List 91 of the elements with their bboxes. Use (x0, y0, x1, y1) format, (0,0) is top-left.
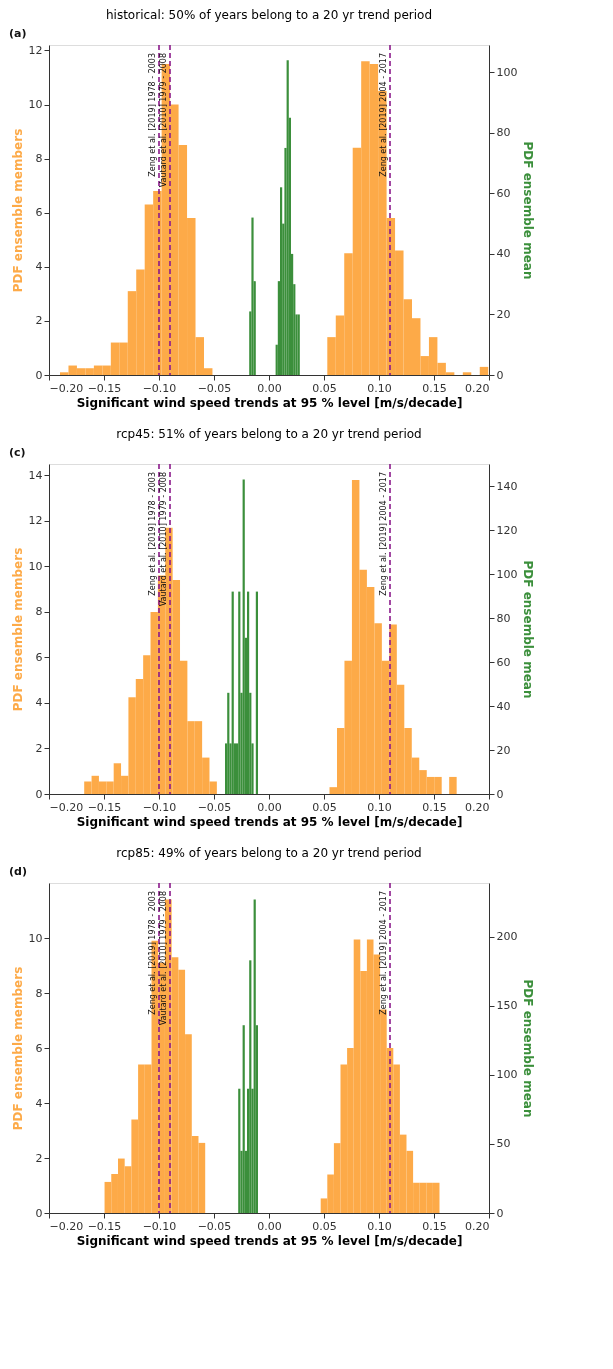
y-tick-label: 6 (35, 1041, 43, 1055)
x-tick-label: 0.20 (465, 800, 490, 814)
y2-tick-label: 200 (496, 930, 518, 944)
x-tick-label: −0.15 (87, 1219, 122, 1233)
text: (a) (9, 27, 27, 40)
x-tick-label: 0.05 (312, 381, 337, 395)
x-tick-label: 0.20 (465, 381, 490, 395)
y-axis-title: PDF ensemble members (10, 128, 25, 293)
x-tick-label: −0.05 (197, 381, 232, 395)
y2-tick-label: 40 (496, 699, 511, 713)
y-axis-title: PDF ensemble members (10, 547, 25, 712)
x-axis-title: Significant wind speed trends at 95 % level [m/s/decade] (76, 395, 463, 410)
ref-line-label: Vautard et al. [2010] 1979 - 2008 (159, 891, 168, 1026)
text: (c) (9, 446, 26, 459)
x-tick-label: 0.00 (257, 1219, 282, 1233)
y2-axis-title: PDF ensemble mean (521, 141, 536, 280)
y-tick-label: 0 (35, 1206, 43, 1220)
x-tick-label: −0.10 (142, 800, 177, 814)
y2-tick-label: 20 (496, 307, 511, 321)
x-tick-label: −0.20 (49, 381, 84, 395)
y-tick-label: 4 (35, 1096, 43, 1110)
y2-tick-label: 50 (496, 1137, 511, 1151)
y2-tick-label: 140 (496, 479, 518, 493)
y2-tick-label: 40 (496, 247, 511, 261)
y2-tick-label: 0 (496, 787, 504, 801)
x-tick-label: −0.05 (197, 1219, 232, 1233)
x-tick-label: 0.00 (257, 800, 282, 814)
y2-tick-label: 0 (496, 368, 504, 382)
chart-title: historical: 50% of years belong to a 20 yr trend period (105, 8, 433, 22)
y2-tick-label: 20 (496, 743, 511, 757)
x-axis-title: Significant wind speed trends at 95 % level [m/s/decade] (76, 814, 463, 829)
ref-line-label: Zeng et al. [2019] 1978 - 2003 (148, 53, 157, 177)
y2-tick-label: 120 (496, 523, 518, 537)
x-tick-label: 0.15 (422, 381, 447, 395)
x-tick-label: −0.05 (197, 800, 232, 814)
y-tick-label: 4 (35, 260, 43, 274)
x-tick-label: 0.15 (422, 800, 447, 814)
y2-tick-label: 80 (496, 611, 511, 625)
ref-line-label: Vautard et al. [2010] 1979 - 2008 (159, 53, 168, 188)
ref-line-label: Zeng et al. [2019] 2004 - 2017 (379, 472, 388, 596)
y2-tick-label: 60 (496, 186, 511, 200)
y2-tick-label: 60 (496, 655, 511, 669)
y2-tick-label: 150 (496, 999, 518, 1013)
y-tick-label: 8 (35, 986, 43, 1000)
x-axis-title: Significant wind speed trends at 95 % level [m/s/decade] (76, 1233, 463, 1248)
y2-tick-label: 80 (496, 126, 511, 140)
x-tick-label: 0.05 (312, 800, 337, 814)
y-tick-label: 6 (35, 650, 43, 664)
chart-title: rcp45: 51% of years belong to a 20 yr trend period (116, 427, 422, 441)
y2-tick-label: 0 (496, 1206, 504, 1220)
y-tick-label: 10 (28, 931, 43, 945)
y2-axis-title: PDF ensemble mean (521, 979, 536, 1118)
y2-tick-label: 100 (496, 567, 518, 581)
ref-line-label: Zeng et al. [2019] 2004 - 2017 (379, 53, 388, 177)
x-tick-label: −0.10 (142, 381, 177, 395)
text: (d) (9, 865, 27, 878)
y-tick-label: 0 (35, 368, 43, 382)
y-tick-label: 0 (35, 787, 43, 801)
ref-line-label: Vautard et al. [2010] 1979 - 2008 (159, 472, 168, 607)
x-tick-label: 0.10 (367, 1219, 392, 1233)
y-tick-label: 10 (28, 98, 43, 112)
x-tick-label: 0.15 (422, 1219, 447, 1233)
ref-line-label: Zeng et al. [2019] 1978 - 2003 (148, 891, 157, 1015)
x-tick-label: −0.10 (142, 1219, 177, 1233)
x-tick-label: −0.20 (49, 800, 84, 814)
x-tick-label: 0.10 (367, 381, 392, 395)
y2-tick-label: 100 (496, 1068, 518, 1082)
x-tick-label: 0.00 (257, 381, 282, 395)
y-tick-label: 12 (28, 43, 43, 57)
x-tick-label: 0.10 (367, 800, 392, 814)
x-tick-label: −0.20 (49, 1219, 84, 1233)
y-tick-label: 6 (35, 206, 43, 220)
y-axis-title: PDF ensemble members (10, 966, 25, 1131)
y2-tick-label: 100 (496, 65, 518, 79)
ref-line-label: Zeng et al. [2019] 1978 - 2003 (148, 472, 157, 596)
x-tick-label: −0.15 (87, 381, 122, 395)
x-tick-label: 0.05 (312, 1219, 337, 1233)
y2-axis-title: PDF ensemble mean (521, 560, 536, 699)
y-tick-label: 4 (35, 696, 43, 710)
y-tick-label: 8 (35, 605, 43, 619)
x-tick-label: −0.15 (87, 800, 122, 814)
ref-line-label: Zeng et al. [2019] 2004 - 2017 (379, 891, 388, 1015)
y-tick-label: 12 (28, 514, 43, 528)
y-tick-label: 10 (28, 559, 43, 573)
y-tick-label: 8 (35, 152, 43, 166)
y-tick-label: 14 (28, 468, 43, 482)
y-tick-label: 2 (35, 1151, 43, 1165)
y-tick-label: 2 (35, 314, 43, 328)
x-tick-label: 0.20 (465, 1219, 490, 1233)
chart-title: rcp85: 49% of years belong to a 20 yr trend period (116, 846, 422, 860)
y-tick-label: 2 (35, 741, 43, 755)
